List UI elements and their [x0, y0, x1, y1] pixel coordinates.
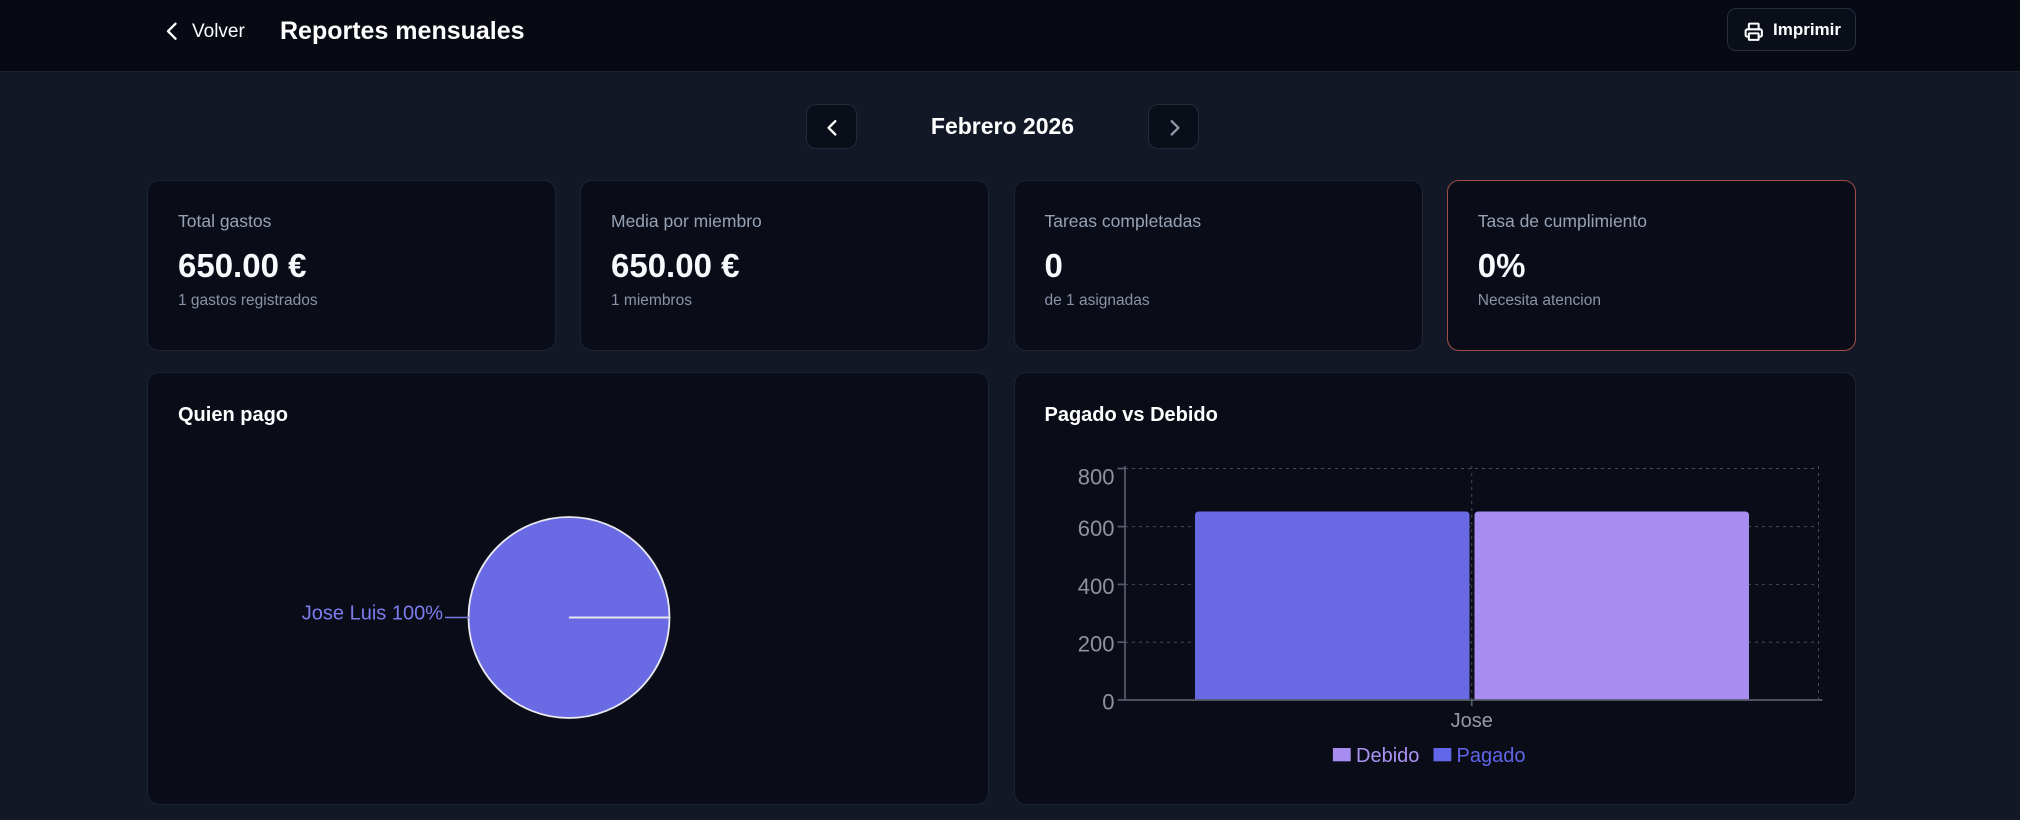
svg-text:Pagado: Pagado: [1456, 745, 1525, 767]
svg-text:Debido: Debido: [1356, 745, 1419, 767]
svg-text:0: 0: [1102, 689, 1114, 714]
svg-text:200: 200: [1077, 632, 1114, 657]
svg-text:600: 600: [1077, 516, 1114, 541]
svg-text:Jose Luis 100%: Jose Luis 100%: [302, 603, 443, 625]
svg-text:800: 800: [1077, 465, 1114, 490]
svg-text:400: 400: [1077, 574, 1114, 599]
svg-text:Jose: Jose: [1450, 710, 1492, 732]
